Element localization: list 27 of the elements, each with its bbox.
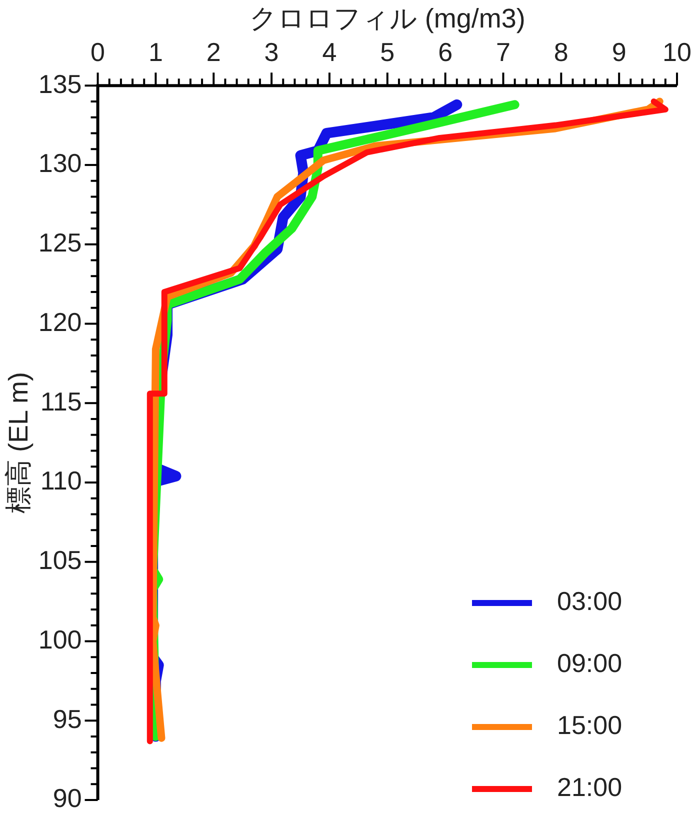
x-tick-label: 5 (380, 37, 395, 68)
x-tick-label: 1 (148, 37, 163, 68)
legend-label: 09:00 (557, 648, 622, 678)
y-tick-label: 105 (38, 545, 82, 576)
y-tick-label: 90 (52, 783, 82, 814)
y-tick-label: 115 (40, 386, 82, 416)
x-tick-label: 9 (612, 37, 626, 68)
legend-label: 21:00 (557, 772, 622, 802)
x-tick-label: 0 (90, 37, 106, 68)
y-tick-label: 100 (38, 624, 82, 654)
x-tick-label: 3 (264, 37, 279, 68)
legend-label: 03:00 (557, 586, 622, 616)
legend-label: 15:00 (557, 710, 622, 740)
x-tick-label: 10 (662, 37, 692, 68)
x-tick-label: 8 (554, 37, 568, 68)
x-tick-label: 7 (496, 37, 510, 68)
x-tick-label: 4 (322, 37, 337, 68)
y-tick-label: 135 (38, 68, 82, 99)
y-tick-label: 95 (52, 704, 82, 734)
y-axis-title: 標高 (EL m) (4, 372, 34, 514)
x-axis-title: クロロフィル (mg/m3) (249, 4, 526, 34)
y-tick-label: 120 (38, 306, 82, 337)
y-tick-label: 130 (38, 148, 82, 178)
y-tick-label: 125 (38, 228, 82, 258)
y-tick-label: 110 (40, 466, 82, 496)
x-tick-label: 6 (438, 37, 453, 68)
x-tick-label: 2 (206, 37, 221, 68)
